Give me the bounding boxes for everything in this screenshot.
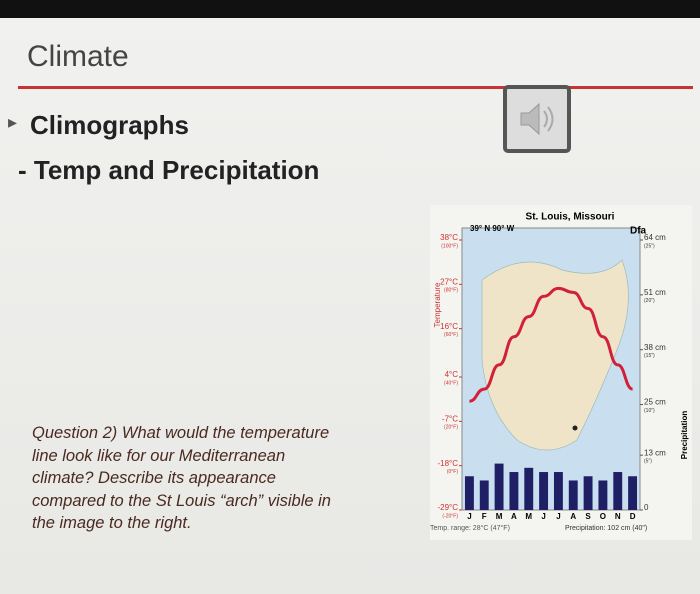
y-axis-title: Temperature <box>433 282 442 327</box>
y2-tick-sublabel: (20") <box>644 298 655 304</box>
y-tick-label: 4°C <box>445 370 459 379</box>
footer-left: Temp. range: 28°C (47°F) <box>430 524 510 532</box>
precip-bar <box>598 480 608 510</box>
question-line: compared to the St Louis “arch” visible … <box>32 491 331 510</box>
footer-right: Precipitation: 102 cm (40") <box>565 525 647 532</box>
temp-line <box>469 286 634 403</box>
y-tick-label: 16°C <box>440 322 458 331</box>
land <box>481 259 629 451</box>
y-tick-sublabel: (60°F) <box>444 332 458 338</box>
precip-bar <box>494 463 504 510</box>
y-tick-sublabel: (20°F) <box>444 425 458 431</box>
question-line: line look like for our Mediterranean <box>32 446 286 465</box>
question-line: climate? Describe its appearance <box>32 469 276 487</box>
question-line: Question 2) What would the temperature <box>32 424 330 442</box>
y2-tick-label: 51 cm <box>644 288 666 297</box>
x-tick-label: D <box>630 512 636 521</box>
precip-bar <box>524 467 534 510</box>
y2-tick-sublabel: (15") <box>644 353 655 359</box>
x-tick-label: A <box>511 512 517 521</box>
precip-bar <box>509 472 519 510</box>
y-tick-sublabel: (80°F) <box>444 288 458 294</box>
precip-bar <box>613 472 623 510</box>
x-tick-label: J <box>556 512 560 521</box>
y-tick-sublabel: (40°F) <box>444 380 458 386</box>
audio-icon[interactable] <box>503 85 571 153</box>
y2-axis-title: Precipitation <box>680 411 689 460</box>
x-tick-label: O <box>600 512 606 521</box>
y-tick-sublabel: (-20°F) <box>442 513 458 519</box>
x-tick-label: A <box>570 512 576 521</box>
question-line: the image to the right. <box>32 514 192 532</box>
y2-tick-label: 0 <box>644 503 649 512</box>
y2-tick-sublabel: (10") <box>644 408 655 414</box>
x-tick-label: J <box>467 512 471 521</box>
x-tick-label: M <box>496 512 503 521</box>
precip-bar <box>583 476 593 510</box>
y-tick-sublabel: (100°F) <box>441 243 458 249</box>
precip-bar <box>628 476 638 510</box>
bullet: Climographs <box>8 110 189 141</box>
y2-tick-label: 13 cm <box>644 448 666 457</box>
y2-tick-label: 25 cm <box>644 398 666 407</box>
x-tick-label: M <box>525 512 532 521</box>
precip-bar <box>539 472 549 510</box>
slide-title: Climate <box>27 40 129 73</box>
precip-bar <box>479 480 489 510</box>
precip-bar <box>553 472 563 510</box>
x-tick-label: F <box>482 512 487 521</box>
slide: Climate Climographs - Temp and Precipita… <box>0 18 700 594</box>
plot-frame <box>461 227 641 511</box>
bullet: - Temp and Precipitation <box>18 155 320 185</box>
question: Question 2) What would the temperature li… <box>32 422 331 535</box>
x-tick-label: J <box>541 512 545 521</box>
y-tick-sublabel: (0°F) <box>447 469 458 475</box>
y-tick-label: -7°C <box>442 414 458 423</box>
y2-tick-sublabel: (25") <box>644 243 655 249</box>
city-dot <box>572 425 578 431</box>
climate-code: Dfa <box>630 226 647 237</box>
y2-tick-sublabel: (5") <box>644 458 652 464</box>
y2-tick-label: 38 cm <box>644 343 666 352</box>
y-tick-label: 38°C <box>440 233 458 242</box>
x-tick-label: N <box>615 512 621 521</box>
precip-bar <box>568 480 578 510</box>
x-tick-label: S <box>585 512 591 521</box>
y-tick-label: -18°C <box>437 459 458 468</box>
chart-title: St. Louis, Missouri <box>526 212 615 223</box>
speaker <box>520 102 554 136</box>
title-rule <box>18 86 693 89</box>
precip-bar <box>464 476 474 510</box>
y2-tick-label: 64 cm <box>644 233 666 242</box>
chart-subtitle: 39° N 90° W <box>470 224 515 233</box>
y-tick-label: -29°C <box>437 503 458 512</box>
y-tick-label: 27°C <box>440 277 458 286</box>
